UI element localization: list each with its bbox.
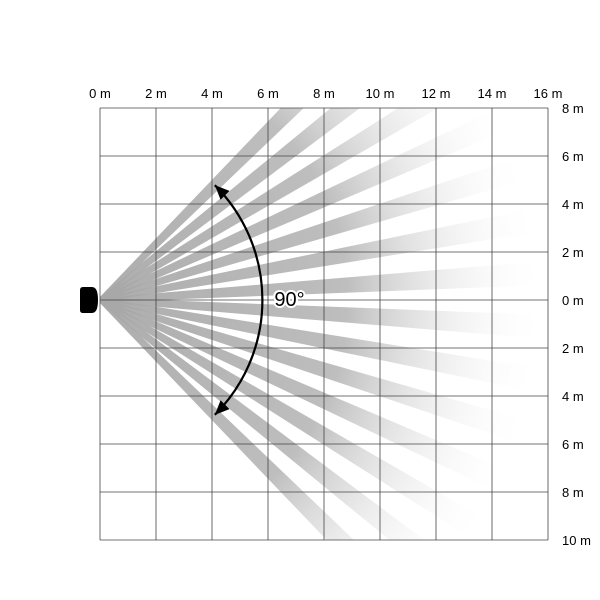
y-axis-label: 10 m	[562, 533, 591, 548]
x-axis-label: 2 m	[145, 86, 167, 101]
x-axis-label: 10 m	[366, 86, 395, 101]
y-axis-label: 8 m	[562, 485, 584, 500]
y-axis-label: 4 m	[562, 389, 584, 404]
y-axis-label: 2 m	[562, 245, 584, 260]
diagram-svg: 0 m2 m4 m6 m8 m10 m12 m14 m16 m8 m6 m4 m…	[0, 0, 600, 600]
x-axis-label: 14 m	[478, 86, 507, 101]
x-axis-label: 0 m	[89, 86, 111, 101]
x-axis-label: 12 m	[422, 86, 451, 101]
sensor-origin-icon	[80, 287, 98, 313]
y-axis-label: 6 m	[562, 437, 584, 452]
angle-label: 90°	[274, 289, 304, 311]
y-axis-label: 2 m	[562, 341, 584, 356]
y-axis-label: 0 m	[562, 293, 584, 308]
y-axis-label: 8 m	[562, 101, 584, 116]
sensor-coverage-diagram: { "diagram": { "type": "radial-coverage"…	[0, 0, 600, 600]
x-axis-label: 4 m	[201, 86, 223, 101]
y-axis-label: 4 m	[562, 197, 584, 212]
x-axis-label: 6 m	[257, 86, 279, 101]
x-axis-label: 16 m	[534, 86, 563, 101]
x-axis-label: 8 m	[313, 86, 335, 101]
y-axis-label: 6 m	[562, 149, 584, 164]
